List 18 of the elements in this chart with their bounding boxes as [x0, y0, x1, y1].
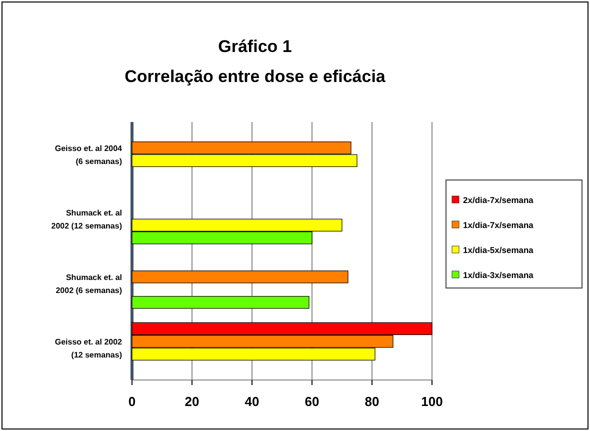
- legend-label: 1x/dia-7x/semana: [463, 220, 534, 230]
- legend-label: 1x/dia-5x/semana: [463, 245, 534, 255]
- chart-title: Gráfico 1: [218, 37, 292, 56]
- chart-subtitle: Correlação entre dose e eficácia: [124, 67, 386, 86]
- x-tick-label: 20: [184, 394, 200, 409]
- x-tick-label: 60: [304, 394, 320, 409]
- legend-label: 2x/dia-7x/semana: [463, 195, 534, 205]
- y-tick-label: Shumack et. al 2002 (6 semanas): [56, 272, 122, 295]
- bar: [132, 270, 348, 284]
- y-tick-label: Geisso et. al 2002 (12 semanas): [54, 337, 123, 360]
- x-tick-label: 40: [244, 394, 260, 409]
- x-tick-label: 100: [421, 394, 443, 409]
- y-tick-label: Shumack et. al 2002 (12 semanas): [51, 208, 122, 230]
- legend-label: 1x/dia-3x/semana: [463, 270, 534, 280]
- bar: [132, 296, 310, 309]
- y-tick-label: Geisso et. al 2004 (6 semanas): [54, 144, 123, 166]
- x-tick-label: 80: [364, 394, 380, 409]
- x-tick-label: 0: [128, 394, 136, 409]
